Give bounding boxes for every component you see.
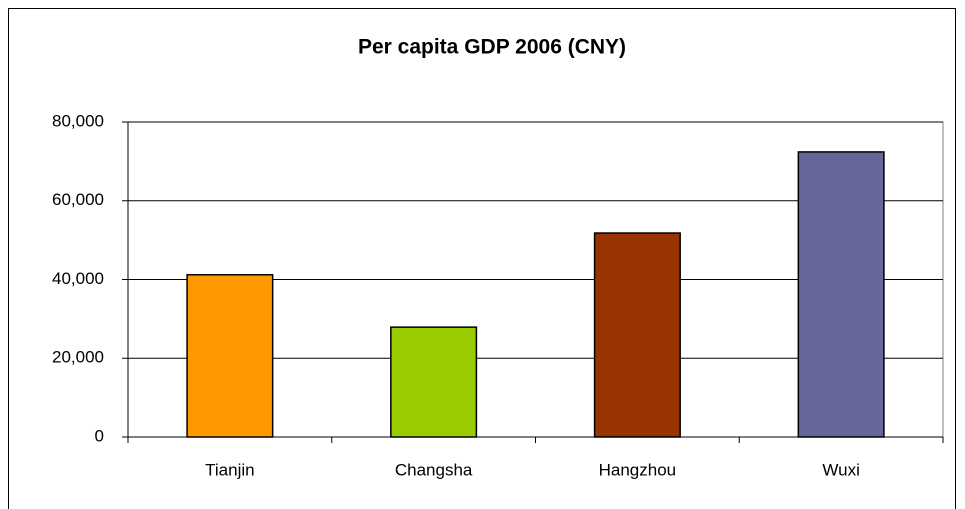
bar: [797, 151, 885, 438]
x-tick-label: Changsha: [395, 460, 473, 479]
bar: [186, 274, 274, 438]
bar: [390, 326, 478, 438]
y-tick-label: 40,000: [52, 269, 104, 288]
x-tick-label: Hangzhou: [599, 460, 677, 479]
y-tick-label: 80,000: [52, 111, 104, 130]
y-tick-label: 60,000: [52, 190, 104, 209]
y-tick-label: 0: [95, 426, 104, 445]
chart-title: Per capita GDP 2006 (CNY): [358, 36, 626, 59]
x-tick-label: Tianjin: [205, 460, 254, 479]
bar: [593, 232, 681, 438]
y-tick-label: 20,000: [52, 348, 104, 367]
x-tick-label: Wuxi: [822, 460, 859, 479]
